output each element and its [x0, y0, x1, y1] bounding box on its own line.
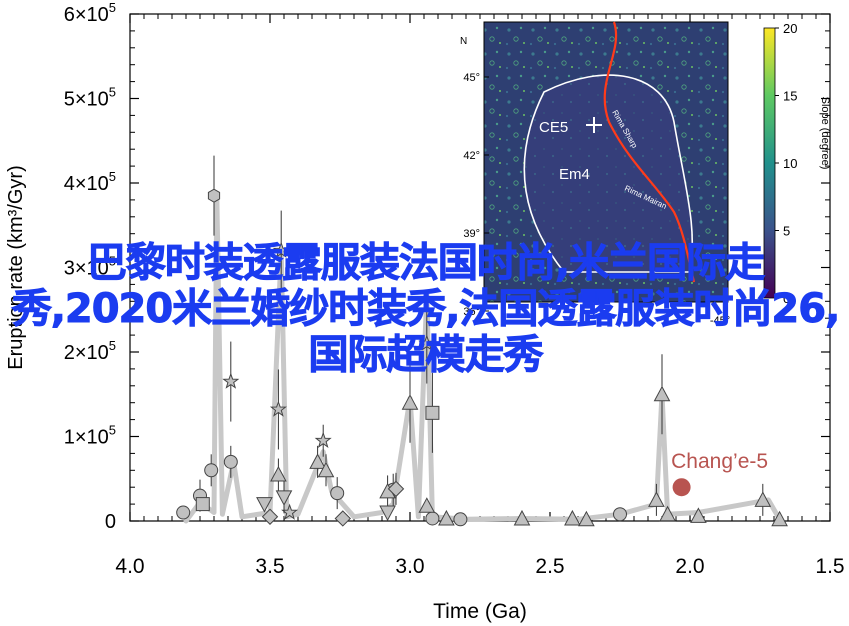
- data-point-triangle-up: [438, 509, 455, 526]
- data-point-triangle-up: [317, 461, 335, 478]
- inset-lat-label: 36°: [463, 306, 480, 318]
- x-tick-label: 3.5: [255, 555, 284, 578]
- colorbar-tick-label: 10: [783, 156, 797, 171]
- data-point-circle: [330, 486, 345, 501]
- x-axis-label: Time (Ga): [433, 600, 527, 623]
- highlight-label: Chang’e-5: [671, 450, 768, 473]
- data-point-triangle-down: [256, 497, 273, 513]
- data-point-triangle-up: [659, 505, 676, 522]
- data-point-circle: [425, 511, 440, 526]
- data-point-triangle-up: [578, 510, 595, 527]
- y-tick-label: 3×105: [64, 254, 116, 280]
- data-point-triangle-up: [771, 510, 788, 527]
- data-point-triangle-down: [379, 505, 396, 522]
- data-point-circle: [453, 512, 468, 527]
- y-tick-label: 6×105: [64, 0, 116, 26]
- data-point-triangle-up: [754, 491, 772, 507]
- colorbar-tick-label: 20: [783, 21, 797, 36]
- data-point-circle: [613, 507, 627, 522]
- site-label: CE5: [539, 119, 568, 136]
- y-tick-label: 4×105: [64, 169, 116, 195]
- data-point-triangle-down: [275, 490, 293, 506]
- north-label: N: [460, 36, 467, 47]
- data-point-triangle-up: [270, 465, 287, 482]
- data-point-triangle-up: [401, 394, 419, 410]
- data-point-circle: [204, 463, 219, 478]
- colorbar-label: Slope (degree): [819, 97, 831, 170]
- y-tick-label: 5×105: [64, 85, 116, 111]
- data-point-triangle-up: [564, 509, 581, 526]
- data-point-triangle-up: [309, 453, 326, 469]
- data-point-triangle-up: [653, 385, 671, 402]
- data-point-square: [425, 405, 440, 420]
- mare-unit-boundary: [523, 74, 694, 273]
- data-point-diamond: [334, 510, 352, 527]
- x-tick-label: 2.0: [675, 555, 704, 578]
- colorbar-tick-label: 0: [783, 291, 790, 306]
- inset-lat-label: 45°: [463, 72, 480, 84]
- inset-lon-label: -45°: [710, 315, 730, 327]
- overlay-title: 巴黎时装透露服装法国时尚,米兰国际走秀,2020米兰婚纱时装秀,法国透露服装时尚…: [11, 240, 841, 379]
- data-point-star: [272, 241, 290, 258]
- colorbar-tick-label: 15: [783, 89, 797, 104]
- highlight-point: [672, 478, 691, 497]
- data-point-circle: [223, 454, 238, 469]
- unit-label: Em4: [559, 166, 590, 183]
- data-point-triangle-up: [648, 491, 665, 507]
- data-point-circle: [176, 505, 191, 520]
- rima-trace: [603, 21, 696, 283]
- data-point-star: [418, 334, 436, 351]
- x-tick-label: 3.0: [395, 555, 424, 578]
- data-point-star: [269, 400, 287, 417]
- y-tick-label: 1×105: [64, 423, 116, 449]
- data-point-square: [195, 497, 210, 512]
- y-tick-label: 2×105: [64, 338, 116, 364]
- y-tick-label: 0: [105, 511, 116, 533]
- inset-lat-label: 39°: [463, 228, 480, 240]
- data-point-triangle-up: [690, 507, 707, 523]
- y-axis-label: Eruption rate (km³/Gyr): [5, 165, 27, 369]
- x-tick-label: 4.0: [115, 555, 144, 578]
- data-point-diamond: [261, 508, 279, 525]
- data-point-hexagon: [207, 188, 221, 203]
- data-point-diamond: [387, 480, 405, 498]
- colorbar-tick-label: 5: [783, 224, 790, 239]
- data-point-triangle-up: [513, 509, 531, 526]
- data-point-triangle-up: [418, 497, 436, 513]
- inset-lat-label: 42°: [463, 150, 480, 162]
- data-point-star: [314, 431, 332, 449]
- x-tick-label: 1.5: [815, 555, 844, 578]
- x-tick-label: 2.5: [535, 555, 564, 578]
- data-point-star: [222, 372, 240, 389]
